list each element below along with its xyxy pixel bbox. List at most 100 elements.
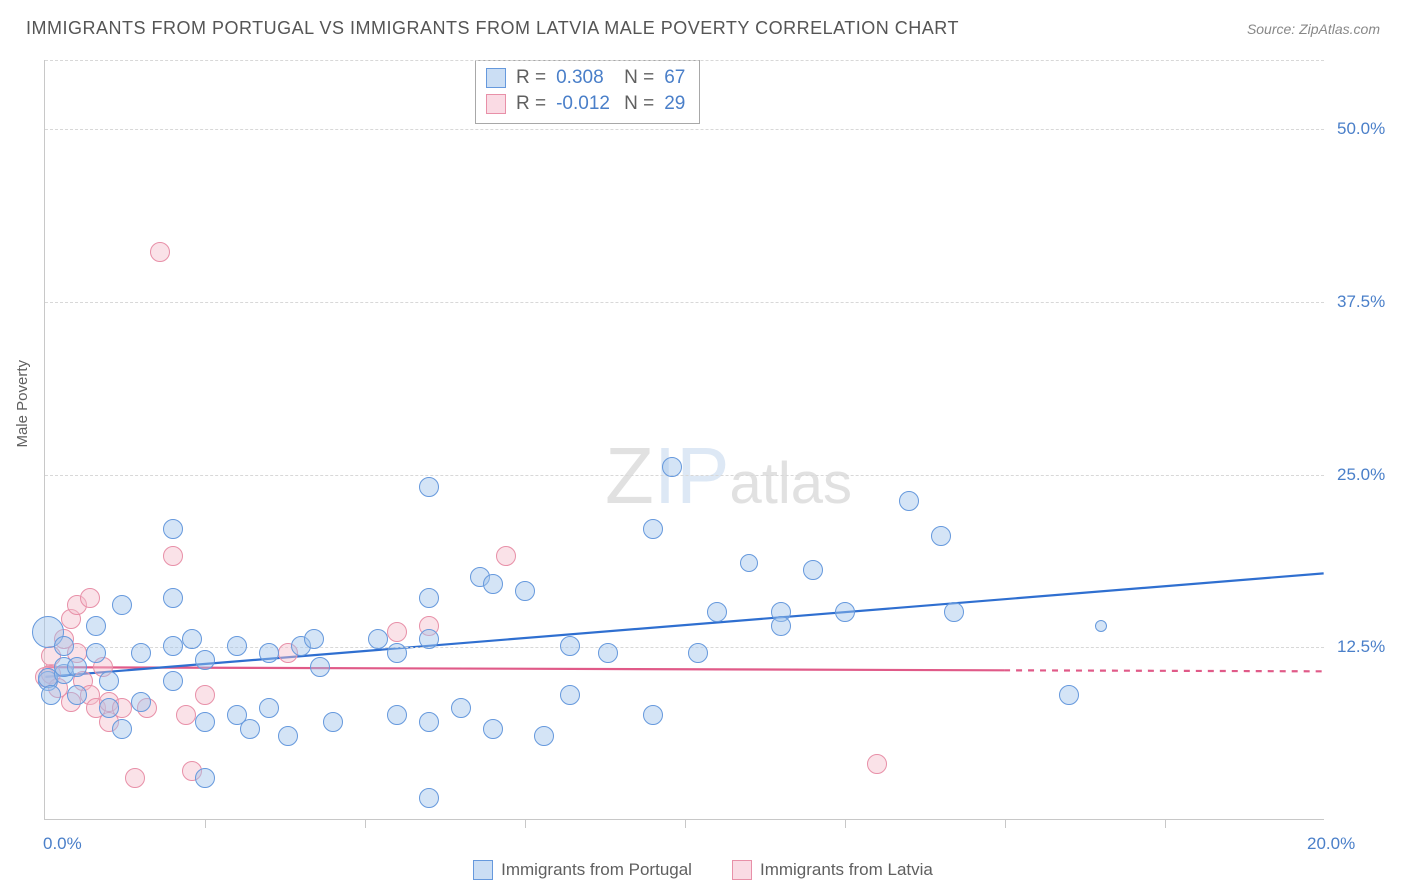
x-tick [685,820,686,828]
data-point-blue [310,657,330,677]
data-point-blue [54,636,74,656]
data-point-pink [867,754,887,774]
data-point-blue [259,643,279,663]
data-point-blue [662,457,682,477]
legend-label: Immigrants from Latvia [760,860,933,880]
data-point-blue [899,491,919,511]
x-tick [525,820,526,828]
swatch-pink [486,94,506,114]
data-point-blue [483,574,503,594]
x-tick [1165,820,1166,828]
data-point-blue [515,581,535,601]
x-tick [205,820,206,828]
chart-title: IMMIGRANTS FROM PORTUGAL VS IMMIGRANTS F… [26,18,959,39]
swatch-blue [486,68,506,88]
stats-row-pink: R = -0.012 N = 29 [486,91,685,117]
x-tick [845,820,846,828]
legend-item-portugal: Immigrants from Portugal [473,860,692,880]
data-point-blue [1095,620,1107,632]
stats-row-blue: R = 0.308 N = 67 [486,65,685,91]
data-point-blue [323,712,343,732]
data-point-blue [560,636,580,656]
stats-legend: R = 0.308 N = 67 R = -0.012 N = 29 [475,60,700,124]
data-point-blue [419,477,439,497]
data-point-blue [131,692,151,712]
data-point-blue [304,629,324,649]
data-point-blue [227,636,247,656]
data-point-pink [176,705,196,725]
r-value-blue: 0.308 [556,65,614,91]
x-tick [1005,820,1006,828]
gridline-h [45,302,1324,303]
n-value-blue: 67 [664,65,685,91]
data-point-blue [41,685,61,705]
series-legend: Immigrants from Portugal Immigrants from… [0,860,1406,880]
data-point-blue [688,643,708,663]
data-point-blue [195,650,215,670]
data-point-blue [278,726,298,746]
legend-label: Immigrants from Portugal [501,860,692,880]
data-point-pink [150,242,170,262]
data-point-blue [86,643,106,663]
gridline-h [45,129,1324,130]
data-point-blue [99,671,119,691]
data-point-blue [387,705,407,725]
data-point-blue [740,554,758,572]
data-point-blue [1059,685,1079,705]
x-tick-label: 20.0% [1307,834,1355,854]
y-tick-label: 37.5% [1337,292,1385,312]
data-point-blue [67,657,87,677]
data-point-blue [163,588,183,608]
x-tick-label: 0.0% [43,834,82,854]
data-point-blue [112,595,132,615]
data-point-pink [125,768,145,788]
data-point-pink [80,588,100,608]
data-point-blue [182,629,202,649]
swatch-pink [732,860,752,880]
data-point-blue [707,602,727,622]
y-axis-label: Male Poverty [14,360,31,448]
data-point-blue [259,698,279,718]
data-point-blue [163,636,183,656]
data-point-blue [931,526,951,546]
y-tick-label: 50.0% [1337,119,1385,139]
data-point-blue [643,519,663,539]
y-tick-label: 25.0% [1337,465,1385,485]
data-point-blue [112,719,132,739]
y-tick-label: 12.5% [1337,637,1385,657]
data-point-blue [803,560,823,580]
gridline-h [45,60,1324,61]
data-point-blue [163,519,183,539]
data-point-blue [387,643,407,663]
data-point-pink [195,685,215,705]
data-point-blue [534,726,554,746]
data-point-blue [240,719,260,739]
data-point-pink [387,622,407,642]
data-point-blue [195,712,215,732]
data-point-blue [86,616,106,636]
data-point-blue [419,788,439,808]
data-point-blue [195,768,215,788]
data-point-blue [163,671,183,691]
source-label: Source: [1247,21,1299,37]
scatter-plot: ZIPatlas R = 0.308 N = 67 R = -0.012 N =… [44,60,1324,820]
r-value-pink: -0.012 [556,91,614,117]
data-point-blue [643,705,663,725]
gridline-h [45,475,1324,476]
data-point-blue [835,602,855,622]
legend-item-latvia: Immigrants from Latvia [732,860,933,880]
n-label: N = [624,65,654,91]
data-point-blue [131,643,151,663]
data-point-blue [451,698,471,718]
source-value: ZipAtlas.com [1299,21,1380,37]
r-label: R = [516,65,546,91]
data-point-pink [163,546,183,566]
data-point-blue [419,629,439,649]
watermark: ZIPatlas [605,430,852,522]
n-label: N = [624,91,654,117]
data-point-blue [368,629,388,649]
data-point-blue [771,616,791,636]
x-tick [365,820,366,828]
data-point-blue [99,698,119,718]
r-label: R = [516,91,546,117]
